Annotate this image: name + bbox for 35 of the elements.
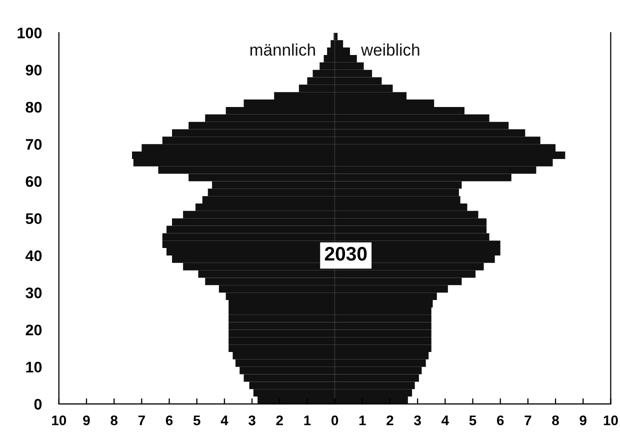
y-tick-label: 30 bbox=[26, 287, 42, 298]
x-tick-label: 3 bbox=[414, 415, 421, 426]
series-label: weiblich bbox=[360, 44, 420, 56]
y-tick-label: 70 bbox=[26, 138, 42, 150]
annotation: 2030 bbox=[324, 246, 367, 261]
x-tick-label: 1 bbox=[359, 416, 366, 426]
x-tick-label: 2 bbox=[276, 415, 283, 426]
x-tick-label: 5 bbox=[193, 416, 200, 426]
y-tick-label: 0 bbox=[34, 398, 42, 410]
x-tick-label: 7 bbox=[138, 416, 145, 426]
y-tick-label: 90 bbox=[26, 64, 42, 76]
x-tick-label: 6 bbox=[166, 415, 173, 426]
x-tick-label: 2 bbox=[386, 415, 394, 426]
x-tick-label: 7 bbox=[524, 416, 532, 426]
y-tick-label: 40 bbox=[25, 250, 42, 262]
x-tick-label: 9 bbox=[580, 415, 586, 426]
series-label: männlich bbox=[250, 44, 315, 56]
y-tick-label: 50 bbox=[26, 213, 42, 224]
y-tick-label: 100 bbox=[18, 28, 42, 38]
x-tick-label: 4 bbox=[220, 416, 228, 426]
x-tick-label: 1 bbox=[304, 416, 311, 426]
x-tick-label: 9 bbox=[83, 415, 90, 426]
y-tick-label: 10 bbox=[26, 362, 42, 373]
x-tick-label: 0 bbox=[331, 415, 338, 426]
x-tick-label: 10 bbox=[52, 415, 66, 426]
y-tick-label: 20 bbox=[26, 324, 42, 336]
x-tick-label: 6 bbox=[496, 415, 504, 426]
y-tick-label: 60 bbox=[26, 176, 42, 187]
x-tick-label: 10 bbox=[604, 415, 618, 426]
x-tick-label: 5 bbox=[469, 416, 476, 426]
x-tick-label: 4 bbox=[442, 416, 449, 426]
x-tick-label: 8 bbox=[552, 415, 559, 426]
x-tick-label: 8 bbox=[110, 415, 118, 426]
y-tick-label: 80 bbox=[26, 102, 42, 113]
x-tick-label: 3 bbox=[248, 415, 256, 426]
